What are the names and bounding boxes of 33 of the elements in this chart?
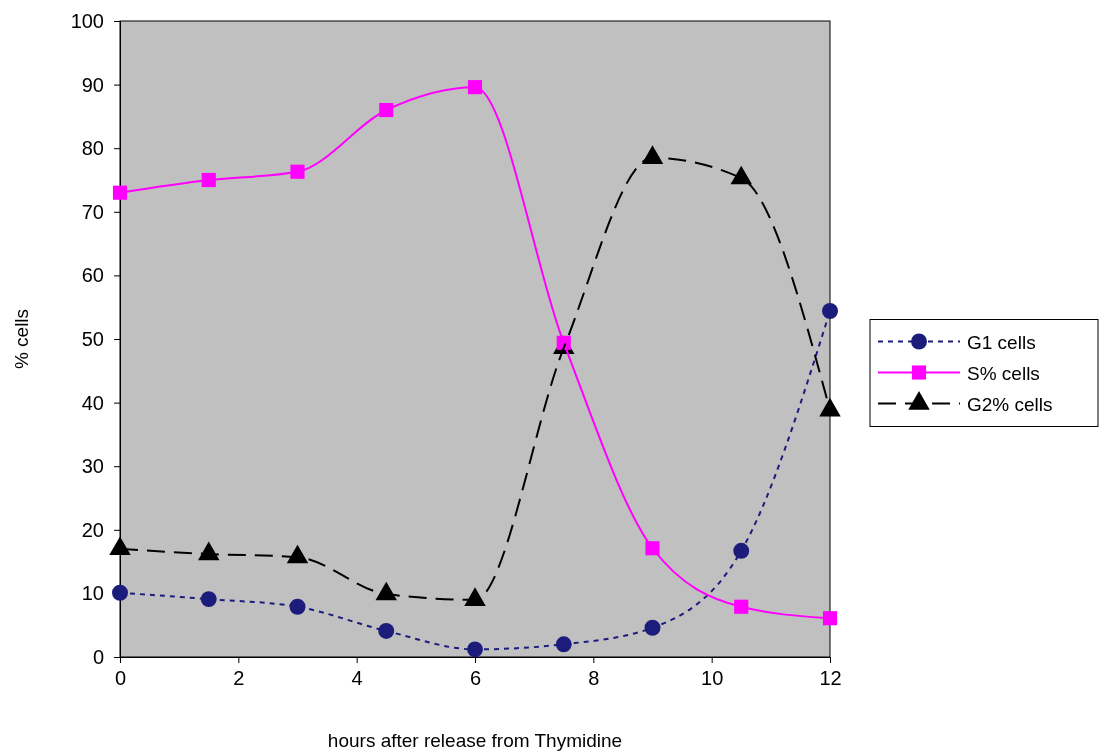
x-tick-label: 2 [233,667,245,690]
x-tick-label: 6 [469,667,482,690]
y-axis-title: % cells [11,308,32,370]
y-tick-label: 100 [70,9,104,32]
point [822,611,838,626]
point [112,185,128,200]
x-tick-label: 4 [351,667,363,690]
point [822,303,838,319]
x-tick-label: 8 [588,667,600,690]
y-tick-label: 20 [81,518,104,541]
y-tick-label: 40 [81,391,104,414]
y-tick-label: 70 [81,200,104,223]
point [467,641,483,658]
point [644,619,661,636]
point [555,636,572,653]
y-tick-label: 0 [92,645,104,668]
point [378,622,395,639]
x-tick-label: 0 [114,667,127,690]
y-tick-label: 80 [81,137,104,160]
point [733,542,750,559]
y-tick-label: 60 [81,264,104,287]
x-tick-label: 12 [819,667,842,690]
y-tick-label: 30 [81,455,104,478]
x-tick-label: 10 [701,667,724,690]
legend-label: G2% cells [967,393,1053,415]
x-axis-title: hours after release from Thymidine [327,730,623,751]
legend-label: S% cells [967,362,1040,384]
legend-label: G1 cells [967,331,1036,353]
y-tick-label: 10 [81,582,104,605]
y-tick-label: 90 [81,73,104,96]
y-tick-label: 50 [81,327,104,350]
point [112,584,128,601]
point [290,164,305,179]
